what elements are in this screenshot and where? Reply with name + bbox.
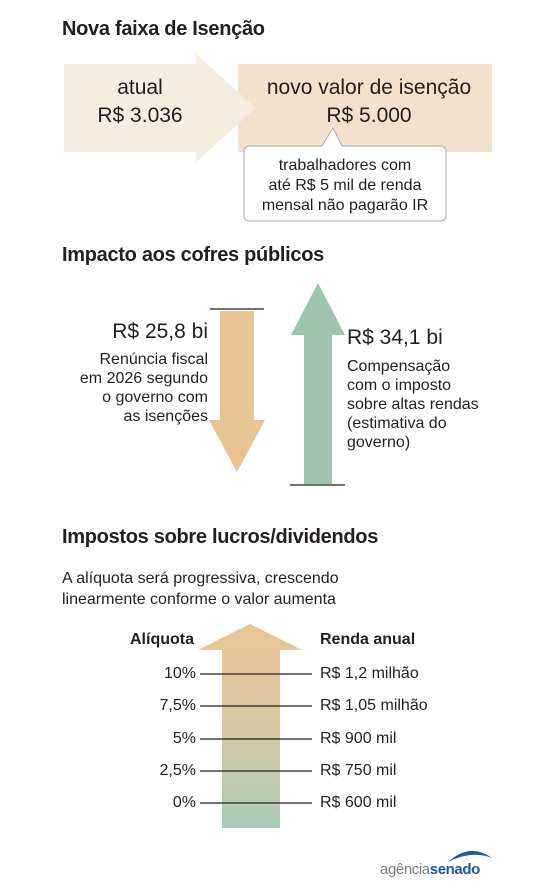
callout-box (243, 126, 447, 222)
rate-value: 10% (163, 665, 196, 682)
gain-value: R$ 34,1 bi (347, 326, 443, 349)
income-value: R$ 750 mil (320, 762, 397, 779)
rate-value: 2,5% (159, 762, 196, 779)
dividends-subtitle: A alíquota será progressiva, crescendo l… (62, 570, 339, 608)
income-value: R$ 1,2 milhão (320, 665, 419, 682)
income-value: R$ 900 mil (320, 730, 397, 747)
rate-header: Alíquota (130, 631, 194, 648)
section-title-exemption: Nova faixa de Isenção (62, 18, 265, 40)
income-header: Renda anual (320, 631, 416, 648)
section-title-impact: Impacto aos cofres públicos (62, 244, 324, 266)
loss-description: Renúncia fiscal em 2026 segundo o govern… (79, 351, 208, 425)
rate-value: 0% (172, 794, 196, 811)
callout-note: trabalhadores com até R$ 5 mil de renda … (261, 157, 429, 214)
income-value: R$ 600 mil (320, 794, 397, 811)
rate-value: 7,5% (159, 697, 196, 714)
current-value-arrow (64, 54, 256, 162)
current-value: R$ 3.036 (97, 104, 183, 127)
logo-swoosh (448, 850, 492, 862)
section-title-dividends: Impostos sobre lucros/dividendos (62, 526, 379, 548)
current-label: atual (117, 76, 163, 99)
rate-tick-lines (200, 673, 312, 804)
down-arrow (209, 311, 265, 472)
income-value: R$ 1,05 milhão (320, 697, 428, 714)
loss-value: R$ 25,8 bi (112, 320, 208, 343)
rate-value: 5% (172, 730, 196, 747)
agencia-senado-logo: agênciasenado (380, 861, 480, 878)
gain-description: Compensação com o imposto sobre altas re… (347, 358, 479, 451)
rate-scale-arrow (198, 624, 302, 828)
new-label: novo valor de isenção (266, 76, 472, 99)
new-value-band (238, 64, 492, 152)
new-value: R$ 5.000 (326, 104, 412, 127)
up-arrow (291, 283, 345, 484)
